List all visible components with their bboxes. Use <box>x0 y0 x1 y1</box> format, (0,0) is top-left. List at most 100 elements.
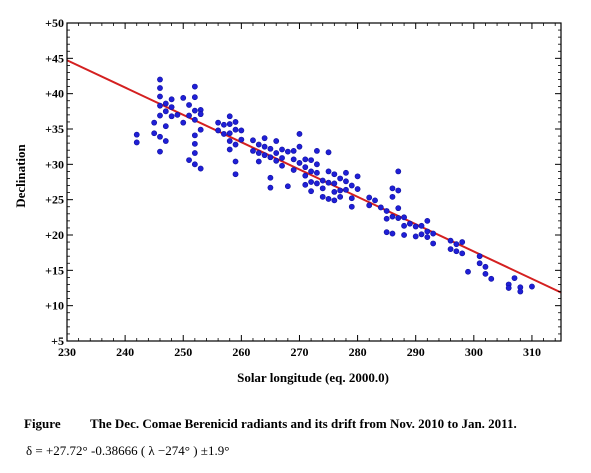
data-point <box>354 173 361 180</box>
data-point <box>314 148 320 154</box>
data-point <box>389 193 396 200</box>
data-point <box>389 185 396 192</box>
points-layer <box>133 76 535 295</box>
y-tick-label: +25 <box>45 193 64 207</box>
data-point <box>226 138 233 144</box>
y-tick-label: +15 <box>45 263 64 277</box>
y-tick-label: +20 <box>45 228 64 242</box>
x-tick-label: 270 <box>290 345 308 359</box>
data-point <box>232 171 239 178</box>
data-point <box>447 237 454 244</box>
scatter-chart: 230 240 250 260 270 280 290 300 310 +5 +10 +15 +20 +2… <box>13 16 562 385</box>
data-point <box>133 131 140 138</box>
data-point <box>226 113 233 120</box>
data-point <box>377 204 384 211</box>
figure-label: Figure <box>24 416 61 431</box>
data-point <box>157 133 163 140</box>
data-point <box>186 157 192 163</box>
data-point <box>389 213 396 220</box>
data-point <box>529 283 535 290</box>
data-point <box>273 138 280 144</box>
data-point <box>383 208 390 214</box>
y-tick-label: +30 <box>45 157 64 171</box>
fit-formula: δ = +27.72° -0.38666 ( λ −274° ) ±1.9° <box>26 443 230 458</box>
data-point <box>395 168 402 175</box>
data-point <box>191 83 198 90</box>
data-point <box>186 112 192 119</box>
data-point <box>331 197 338 204</box>
data-point <box>459 239 466 245</box>
data-point <box>331 171 338 178</box>
data-point <box>255 141 262 148</box>
data-point <box>453 248 460 255</box>
data-point <box>238 127 245 134</box>
data-point <box>290 148 297 154</box>
data-point <box>406 220 413 227</box>
data-point <box>308 179 314 185</box>
data-point <box>476 260 483 267</box>
data-point <box>191 116 198 123</box>
data-point <box>383 229 390 236</box>
y-tick-label: +35 <box>45 122 64 136</box>
data-point <box>191 150 198 156</box>
data-point <box>505 285 512 291</box>
data-point <box>465 268 471 275</box>
data-point <box>162 100 169 107</box>
data-point <box>308 168 314 175</box>
data-point <box>279 162 285 169</box>
data-point <box>226 146 233 153</box>
x-tick-label: 300 <box>465 345 483 359</box>
data-point <box>354 186 361 192</box>
data-point <box>157 112 163 119</box>
data-point <box>221 121 227 128</box>
figure-caption: Figure The Dec. Comae Berenicid radiants … <box>24 416 517 432</box>
data-point <box>215 127 222 134</box>
data-point <box>151 130 158 137</box>
data-point <box>482 270 489 277</box>
plot-area <box>67 23 561 341</box>
data-point <box>401 232 407 238</box>
data-point <box>296 143 303 150</box>
data-point <box>232 126 239 133</box>
data-point <box>162 108 169 115</box>
data-point <box>337 187 344 194</box>
data-point <box>453 241 460 248</box>
data-point <box>366 202 373 209</box>
data-point <box>279 155 285 161</box>
y-tick-label: +50 <box>45 16 64 30</box>
y-tick-label: +10 <box>45 299 64 313</box>
data-point <box>191 140 198 147</box>
y-tick-label: +40 <box>45 87 64 101</box>
data-point <box>197 126 204 133</box>
data-point <box>337 175 344 182</box>
data-point <box>261 143 268 150</box>
data-point <box>325 179 332 186</box>
data-point <box>319 193 326 200</box>
data-point <box>296 160 303 166</box>
data-point <box>191 107 198 114</box>
x-tick-label: 250 <box>174 345 192 359</box>
data-point <box>186 102 192 108</box>
data-point <box>319 185 326 192</box>
data-point <box>319 177 326 184</box>
data-point <box>191 161 198 168</box>
data-point <box>296 131 303 137</box>
data-point <box>157 148 163 155</box>
data-point <box>232 141 239 148</box>
data-point <box>273 157 280 164</box>
data-point <box>250 137 256 144</box>
data-point <box>168 113 175 120</box>
data-point <box>325 168 332 175</box>
data-point <box>191 132 198 139</box>
data-point <box>215 119 222 126</box>
x-tick-label: 260 <box>232 345 250 359</box>
data-point <box>424 228 431 235</box>
data-point <box>157 85 163 91</box>
data-point <box>389 230 396 237</box>
data-point <box>476 253 483 260</box>
y-tick-label: +5 <box>51 334 64 348</box>
data-point <box>133 139 140 146</box>
data-point <box>255 150 262 156</box>
x-tick-label: 280 <box>349 345 367 359</box>
data-point <box>279 146 285 153</box>
